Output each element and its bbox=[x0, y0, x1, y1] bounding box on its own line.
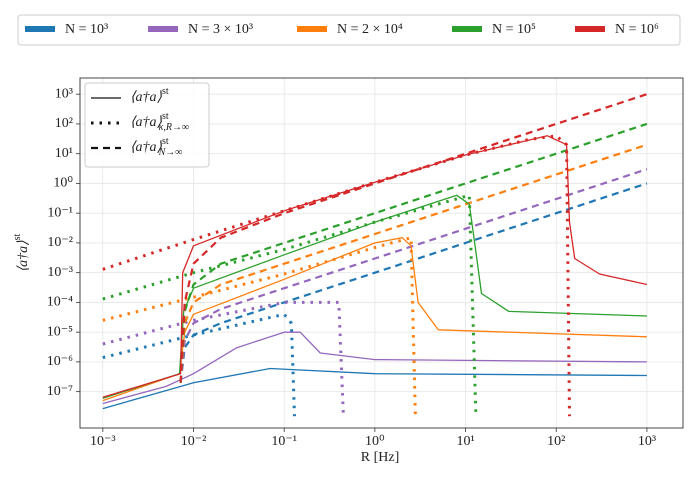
legend-swatch bbox=[297, 26, 327, 32]
style-legend-label-sub: κ,R→∞ bbox=[159, 122, 190, 133]
y-tick-label: 10² bbox=[55, 116, 73, 131]
x-tick-label: 10³ bbox=[638, 434, 656, 449]
y-tick-label: 10¹ bbox=[55, 146, 73, 161]
style-legend-label: ⟨a†a⟩st N→∞ bbox=[130, 136, 182, 158]
style-legend-label-sub: N→∞ bbox=[158, 147, 183, 158]
y-tick-label: 10⁻³ bbox=[47, 265, 73, 280]
x-tick-label: 10⁻³ bbox=[90, 434, 116, 449]
y-axis-label-sup: st bbox=[12, 233, 23, 240]
style-legend-label-sup: st bbox=[162, 111, 169, 122]
legend-label: N = 10⁵ bbox=[492, 22, 536, 37]
legend-swatch bbox=[148, 26, 178, 32]
y-tick-label: 10⁻² bbox=[47, 235, 73, 250]
legend-swatch bbox=[25, 26, 55, 32]
style-legend-label-main: ⟨a†a⟩ bbox=[130, 115, 162, 130]
legend-label: N = 3 × 10³ bbox=[188, 22, 253, 37]
y-tick-label: 10⁻⁶ bbox=[47, 354, 73, 369]
x-tick-label: 10¹ bbox=[456, 434, 474, 449]
x-tick-label: 10² bbox=[547, 434, 565, 449]
y-tick-label: 10³ bbox=[55, 86, 73, 101]
plot-frame bbox=[79, 77, 684, 429]
y-tick-label: 10⁻⁴ bbox=[47, 295, 73, 310]
style-legend-label-main: ⟨a†a⟩ bbox=[130, 140, 162, 155]
style-legend-box bbox=[84, 82, 210, 168]
y-axis-label: ⟨a†a⟩st bbox=[12, 233, 31, 272]
curve-solid bbox=[102, 135, 648, 398]
x-tick-label: 10⁰ bbox=[365, 434, 385, 449]
legend-label: N = 2 × 10⁴ bbox=[337, 22, 403, 37]
legend-swatch bbox=[575, 26, 605, 32]
y-tick-label: 10⁻⁵ bbox=[47, 324, 73, 339]
curve-dashed bbox=[179, 182, 648, 383]
style-legend-label: ⟨a†a⟩st κ,R→∞ bbox=[130, 111, 189, 133]
x-axis-label: R [Hz] bbox=[361, 450, 400, 465]
curve-dashed bbox=[179, 168, 648, 383]
style-legend-label-sup: st bbox=[162, 136, 169, 147]
style-legend-label-main: ⟨a†a⟩ bbox=[130, 90, 162, 105]
y-axis-label-main: ⟨a†a⟩ bbox=[16, 240, 31, 272]
legend-label: N = 10⁶ bbox=[615, 22, 659, 37]
y-tick-label: 10⁻⁷ bbox=[47, 384, 73, 399]
legend-swatch bbox=[452, 26, 482, 32]
curve-solid bbox=[102, 367, 647, 410]
curve-solid bbox=[102, 331, 647, 405]
y-tick-label: 10⁰ bbox=[53, 176, 73, 191]
x-tick-label: 10⁻¹ bbox=[271, 434, 297, 449]
curve-dotted bbox=[102, 193, 478, 417]
legend-label: N = 10³ bbox=[65, 22, 108, 37]
style-legend-label: ⟨a†a⟩st bbox=[130, 86, 169, 105]
curve-dashed bbox=[179, 93, 648, 383]
y-tick-label: 10⁻¹ bbox=[47, 205, 73, 220]
curve-dotted bbox=[102, 236, 417, 417]
style-legend-label-sup: st bbox=[162, 86, 169, 97]
x-tick-label: 10⁻² bbox=[181, 434, 207, 449]
top-legend-box bbox=[17, 14, 681, 46]
curve-dashed bbox=[179, 143, 648, 383]
